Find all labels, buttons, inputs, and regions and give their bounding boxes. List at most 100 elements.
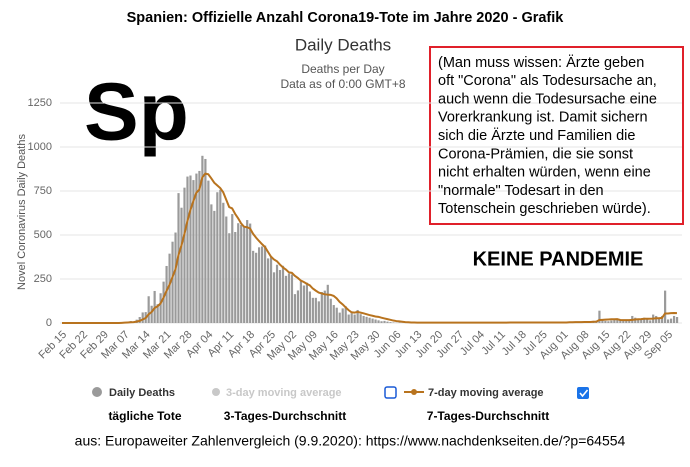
- bar: [186, 177, 188, 323]
- bar: [673, 316, 675, 323]
- legend-label[interactable]: 7-day moving average: [428, 387, 544, 399]
- legend-marker: [212, 388, 220, 396]
- bar: [222, 203, 224, 323]
- bar: [210, 204, 212, 323]
- bar: [228, 233, 230, 323]
- bar: [676, 317, 678, 323]
- bar: [174, 233, 176, 323]
- chart-title: Daily Deaths: [295, 35, 391, 54]
- bar: [604, 321, 606, 323]
- note-line: Vorerkrankung ist. Damit sichern: [438, 110, 648, 126]
- bar: [189, 176, 191, 323]
- bar: [354, 315, 356, 323]
- bar: [240, 225, 242, 323]
- chart-subtitle: Deaths per Day: [301, 62, 384, 76]
- bar: [365, 317, 367, 323]
- bar: [348, 315, 350, 323]
- bar: [279, 270, 281, 323]
- bar: [213, 211, 215, 323]
- y-tick-label: 1250: [28, 97, 52, 109]
- bar: [142, 312, 144, 323]
- bar: [670, 319, 672, 323]
- bar: [148, 296, 150, 323]
- logo-text: Sp: [84, 67, 189, 158]
- y-tick-label: 500: [34, 229, 52, 241]
- bar: [339, 313, 341, 323]
- bar: [183, 188, 185, 323]
- bar: [300, 280, 302, 323]
- legend-label[interactable]: 3-day moving average: [226, 387, 342, 399]
- bar: [231, 214, 233, 323]
- bar: [389, 322, 391, 323]
- bar: [368, 318, 370, 323]
- bar: [288, 274, 290, 323]
- source: aus: Europaweiter Zahlenvergleich (9.9.2…: [75, 433, 626, 449]
- bar: [610, 321, 612, 323]
- bar: [646, 319, 648, 323]
- bar: [333, 305, 335, 323]
- bar: [667, 319, 669, 323]
- bar: [312, 298, 314, 323]
- y-tick-label: 250: [34, 273, 52, 285]
- note-line: "normale" Todesart in den: [438, 183, 604, 199]
- bar: [270, 256, 272, 323]
- bar: [392, 322, 394, 323]
- bar: [664, 291, 666, 323]
- bar: [607, 321, 609, 323]
- checkbox[interactable]: [577, 387, 589, 399]
- german-label: tägliche Tote: [108, 409, 181, 423]
- bar: [363, 316, 365, 323]
- y-tick-label: 1000: [28, 141, 52, 153]
- bar: [160, 293, 162, 323]
- note-line: Totenschein geschrieben würde).: [438, 201, 651, 217]
- bar: [264, 246, 266, 323]
- bar: [655, 316, 657, 323]
- bar: [234, 232, 236, 323]
- note-line: auch wenn die Todesursache eine: [438, 91, 657, 107]
- bar: [371, 319, 373, 323]
- bar: [324, 291, 326, 323]
- bar: [649, 320, 651, 323]
- bar: [374, 319, 376, 323]
- note-line: oft "Corona" als Todesursache an,: [438, 73, 657, 89]
- bar: [204, 159, 206, 323]
- bar: [327, 285, 329, 323]
- bar: [294, 294, 296, 323]
- bar: [306, 283, 308, 323]
- bar: [246, 220, 248, 323]
- page-title: Spanien: Offizielle Anzahl Corona19-Tote…: [127, 10, 565, 26]
- bar: [377, 320, 379, 323]
- bar: [303, 286, 305, 323]
- note-line: nicht erhalten würden, wenn eine: [438, 165, 651, 181]
- bar: [198, 171, 200, 323]
- bar: [261, 246, 263, 323]
- bar: [386, 322, 388, 323]
- y-tick-label: 0: [46, 317, 52, 329]
- bar: [318, 301, 320, 323]
- headline: KEINE PANDEMIE: [473, 248, 644, 270]
- bar: [237, 223, 239, 323]
- bar: [151, 306, 153, 323]
- bar: [171, 242, 173, 323]
- legend-label[interactable]: Daily Deaths: [109, 387, 175, 399]
- bar: [351, 313, 353, 323]
- bar: [321, 292, 323, 323]
- bar: [252, 251, 254, 323]
- chart-note: Data as of 0:00 GMT+8: [280, 77, 405, 91]
- bar: [282, 266, 284, 323]
- bar: [267, 258, 269, 323]
- bar: [336, 308, 338, 323]
- german-label: 7-Tages-Durchschnitt: [427, 409, 549, 423]
- checkbox[interactable]: [385, 387, 396, 398]
- bar: [342, 308, 344, 323]
- german-label: 3-Tages-Durchschnitt: [224, 409, 346, 423]
- bar: [276, 265, 278, 323]
- bar: [309, 291, 311, 323]
- note-line: (Man muss wissen: Ärzte geben: [438, 54, 644, 71]
- bar: [258, 247, 260, 323]
- legend-marker: [411, 389, 417, 395]
- bar: [225, 217, 227, 323]
- bar: [180, 208, 182, 323]
- bar: [315, 298, 317, 323]
